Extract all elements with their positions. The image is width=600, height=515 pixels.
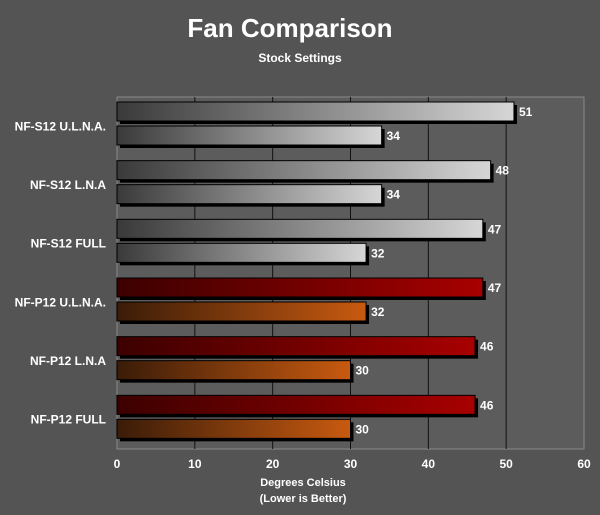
bar: [116, 301, 367, 322]
data-label: 46: [480, 340, 494, 354]
category-label: NF-S12 L.N.A: [30, 178, 106, 192]
x-tick-label: 20: [266, 457, 280, 471]
x-tick-label: 50: [499, 457, 513, 471]
data-label: 30: [356, 422, 370, 436]
bar: [116, 160, 492, 181]
data-label: 30: [356, 364, 370, 378]
x-tick-label: 0: [114, 457, 121, 471]
bar: [116, 218, 484, 239]
data-label: 46: [480, 398, 494, 412]
bar: [116, 184, 383, 205]
data-label: 47: [488, 222, 502, 236]
x-axis-label: Degrees Celsius: [260, 477, 346, 489]
category-label: NF-P12 FULL: [31, 413, 106, 427]
x-tick-label: 30: [344, 457, 358, 471]
chart-title: Fan Comparison: [187, 13, 392, 43]
data-label: 34: [387, 188, 401, 202]
chart-subtitle: Stock Settings: [258, 51, 342, 65]
x-tick-label: 40: [422, 457, 436, 471]
data-label: 47: [488, 281, 502, 295]
bar: [116, 360, 351, 381]
x-tick-label: 60: [577, 457, 591, 471]
x-tick-labels: 0 10 20 30 40 50 60: [114, 457, 591, 471]
bar: [116, 101, 515, 122]
bar: [116, 394, 476, 415]
bar: [116, 418, 351, 439]
category-labels: NF-S12 U.L.N.A. NF-S12 L.N.A NF-S12 FULL NF…: [15, 119, 107, 426]
x-axis-note: (Lower is Better): [260, 493, 347, 505]
x-tick-label: 10: [188, 457, 202, 471]
data-label: 32: [371, 305, 385, 319]
bar: [116, 336, 476, 357]
data-label: 34: [387, 129, 401, 143]
data-label: 48: [496, 164, 510, 178]
category-label: NF-S12 U.L.N.A.: [15, 119, 106, 133]
data-label: 32: [371, 246, 385, 260]
bar: [116, 277, 484, 298]
category-label: NF-S12 FULL: [31, 237, 106, 251]
category-label: NF-P12 U.L.N.A.: [15, 295, 106, 309]
bar: [116, 242, 367, 263]
bar: [116, 125, 383, 146]
data-label: 51: [519, 105, 533, 119]
category-label: NF-P12 L.N.A: [30, 354, 106, 368]
gridlines: [194, 97, 507, 449]
bars: 51 34 48 34 47 32 47 32 46 30 46 30: [116, 101, 533, 442]
